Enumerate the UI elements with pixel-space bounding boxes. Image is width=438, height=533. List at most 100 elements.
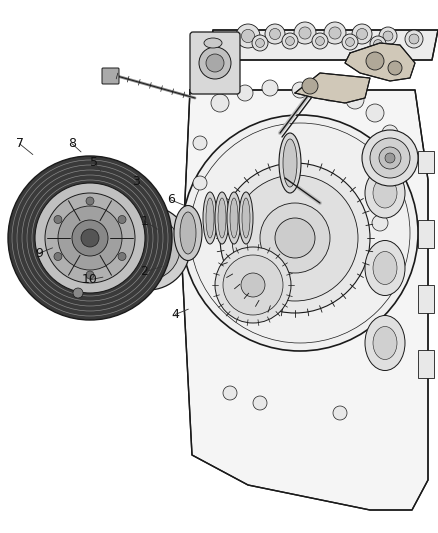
Circle shape	[292, 82, 308, 98]
Circle shape	[35, 183, 145, 293]
Text: 9: 9	[35, 247, 43, 260]
Polygon shape	[345, 43, 415, 81]
Ellipse shape	[283, 139, 297, 187]
Ellipse shape	[218, 198, 226, 238]
Circle shape	[211, 94, 229, 112]
Ellipse shape	[180, 212, 196, 254]
Polygon shape	[295, 73, 370, 103]
Circle shape	[140, 240, 156, 256]
Circle shape	[86, 271, 94, 279]
Circle shape	[73, 288, 83, 298]
Ellipse shape	[203, 192, 217, 244]
Circle shape	[116, 216, 180, 280]
Circle shape	[405, 30, 423, 48]
Circle shape	[370, 138, 410, 178]
Circle shape	[220, 163, 370, 313]
Circle shape	[199, 47, 231, 79]
Circle shape	[333, 406, 347, 420]
Circle shape	[366, 52, 384, 70]
Text: 8: 8	[68, 138, 76, 150]
Circle shape	[86, 197, 94, 205]
Circle shape	[118, 253, 126, 261]
Ellipse shape	[230, 198, 238, 238]
FancyBboxPatch shape	[418, 285, 434, 313]
Circle shape	[269, 28, 280, 39]
Circle shape	[370, 36, 386, 52]
Circle shape	[260, 203, 330, 273]
Ellipse shape	[279, 133, 301, 193]
Text: 7: 7	[16, 138, 24, 150]
Circle shape	[262, 80, 278, 96]
Text: 10: 10	[82, 273, 98, 286]
Text: 4: 4	[171, 308, 179, 321]
Text: 5: 5	[90, 156, 98, 169]
Circle shape	[81, 229, 99, 247]
Text: 1: 1	[141, 215, 148, 228]
Circle shape	[256, 38, 265, 47]
FancyBboxPatch shape	[102, 68, 119, 84]
Ellipse shape	[365, 168, 405, 218]
FancyBboxPatch shape	[418, 151, 434, 173]
Circle shape	[253, 396, 267, 410]
Circle shape	[294, 22, 316, 44]
Ellipse shape	[365, 316, 405, 370]
Circle shape	[346, 91, 364, 109]
Text: 2: 2	[141, 265, 148, 278]
Circle shape	[409, 34, 419, 44]
Ellipse shape	[204, 38, 222, 48]
Circle shape	[132, 232, 164, 264]
Polygon shape	[182, 90, 428, 510]
Circle shape	[366, 104, 384, 122]
Circle shape	[357, 28, 367, 39]
Circle shape	[58, 206, 122, 270]
Ellipse shape	[174, 206, 202, 261]
Circle shape	[236, 24, 260, 48]
Circle shape	[193, 136, 207, 150]
FancyBboxPatch shape	[190, 32, 240, 94]
Circle shape	[286, 37, 294, 45]
Circle shape	[329, 27, 341, 39]
Circle shape	[346, 38, 354, 46]
Circle shape	[237, 85, 253, 101]
Circle shape	[302, 78, 318, 94]
Ellipse shape	[365, 240, 405, 295]
Ellipse shape	[215, 192, 229, 244]
Circle shape	[379, 147, 401, 169]
Polygon shape	[207, 30, 438, 60]
Circle shape	[54, 253, 62, 261]
Circle shape	[182, 115, 418, 351]
Circle shape	[322, 85, 338, 101]
Circle shape	[106, 206, 190, 290]
Circle shape	[241, 273, 265, 297]
Circle shape	[374, 39, 382, 49]
Circle shape	[265, 24, 285, 44]
Circle shape	[223, 386, 237, 400]
Circle shape	[362, 130, 418, 186]
Circle shape	[232, 175, 358, 301]
Circle shape	[390, 150, 406, 166]
Ellipse shape	[373, 178, 397, 208]
Circle shape	[72, 220, 108, 256]
Circle shape	[45, 193, 135, 283]
Circle shape	[383, 31, 393, 41]
Circle shape	[275, 218, 315, 258]
Circle shape	[8, 156, 172, 320]
Circle shape	[223, 255, 283, 315]
Circle shape	[352, 24, 372, 44]
Circle shape	[252, 35, 268, 51]
Circle shape	[388, 61, 402, 75]
Ellipse shape	[373, 327, 397, 359]
Circle shape	[372, 215, 388, 231]
Ellipse shape	[239, 192, 253, 244]
Circle shape	[54, 215, 62, 223]
Circle shape	[382, 125, 398, 141]
Circle shape	[387, 185, 403, 201]
Circle shape	[379, 27, 397, 45]
Circle shape	[312, 33, 328, 49]
Circle shape	[193, 176, 207, 190]
Circle shape	[316, 37, 325, 45]
FancyBboxPatch shape	[418, 220, 434, 248]
Circle shape	[118, 215, 126, 223]
Circle shape	[241, 29, 254, 43]
Ellipse shape	[227, 192, 241, 244]
